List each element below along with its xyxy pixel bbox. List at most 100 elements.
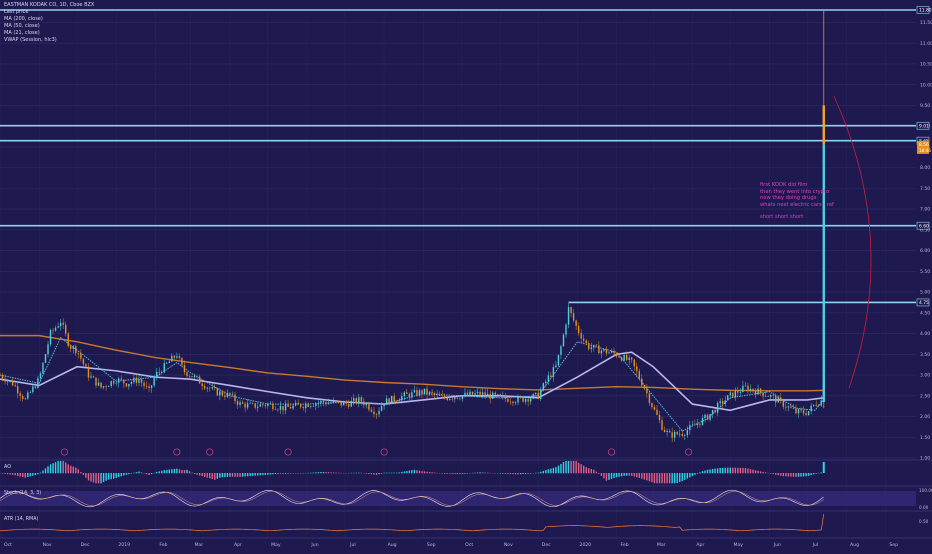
candle-body	[295, 403, 296, 406]
candle-body	[495, 393, 496, 395]
candle-body	[535, 393, 536, 394]
ao-bar	[373, 473, 374, 475]
ao-bar	[694, 473, 695, 475]
candle-body	[128, 384, 129, 386]
ao-bar	[565, 461, 566, 473]
ao-bar	[601, 473, 602, 476]
ao-bar	[815, 473, 816, 474]
ao-bar	[626, 473, 627, 476]
candle-body	[442, 396, 443, 397]
candle-body	[85, 364, 86, 366]
ao-bar	[651, 473, 652, 482]
ao-bar	[747, 469, 748, 474]
ao-bar	[434, 473, 435, 474]
ao-bar	[586, 467, 587, 473]
candle-body	[419, 390, 420, 395]
ao-bar	[366, 473, 367, 474]
ao-bar	[735, 468, 736, 474]
ao-bar	[474, 473, 475, 474]
ao-bar	[641, 473, 642, 479]
y-tick-label: 7.50	[920, 186, 930, 192]
candle-body	[123, 380, 124, 384]
ao-bar	[570, 461, 571, 473]
ao-bar	[55, 462, 56, 473]
countdown-label: 18:46	[919, 148, 931, 153]
candle-body	[434, 393, 435, 395]
ao-bar	[697, 473, 698, 474]
y-tick-label: 9.50	[920, 103, 930, 109]
indicator-ma200[interactable]: MA (200, close)	[4, 16, 94, 23]
x-tick-label: Nov	[504, 542, 513, 548]
ao-bar	[745, 468, 746, 473]
ao-bar	[464, 473, 465, 474]
candle-body	[788, 406, 789, 407]
ao-bar	[399, 472, 400, 473]
candle-body	[411, 392, 412, 397]
x-tick-label: Aug	[850, 542, 859, 548]
ao-bar	[808, 473, 809, 476]
candle-body	[773, 395, 774, 396]
ao-bar	[65, 462, 66, 473]
candle-body	[300, 404, 301, 407]
stoch-tick-label: 100.00	[919, 488, 932, 493]
ao-bar	[659, 473, 660, 483]
y-tick-label: 3.00	[920, 373, 930, 379]
ao-bar	[70, 466, 71, 474]
candle-body	[204, 386, 205, 388]
ao-bar	[623, 473, 624, 476]
ao-bar	[457, 473, 458, 474]
event-marker	[685, 449, 691, 455]
candle-body	[454, 398, 455, 400]
candle-body	[227, 393, 228, 397]
ao-bar	[522, 473, 523, 474]
candle-body	[47, 344, 48, 354]
ao-bar	[176, 469, 177, 474]
ao-bar	[184, 470, 185, 473]
ao-bar	[108, 473, 109, 480]
candle-body	[174, 356, 175, 358]
candle-body	[416, 390, 417, 395]
candle-body	[601, 351, 602, 354]
ao-bar	[517, 473, 518, 474]
indicator-vwap[interactable]: VWAP (Session, hlc3)	[4, 37, 94, 44]
indicator-ma50[interactable]: MA (50, close)	[4, 23, 94, 30]
candle-body	[765, 396, 766, 397]
chart-annotation[interactable]: first KODK did film then they went into …	[760, 182, 834, 221]
ao-bar	[325, 472, 326, 473]
candle-body	[153, 378, 154, 385]
ao-bar	[353, 473, 354, 474]
candle-body	[707, 415, 708, 420]
ao-bar	[12, 473, 13, 475]
ao-bar	[730, 468, 731, 474]
candle-body	[292, 406, 293, 409]
ao-bar	[649, 473, 650, 481]
candle-body	[103, 386, 104, 387]
chart-title: EASTMAN KODAK CO, 1D, Cboe BZX	[4, 2, 94, 9]
candle-body	[800, 409, 801, 410]
y-tick-label: 11.50	[920, 20, 932, 26]
candle-body	[621, 357, 622, 360]
candle-body	[730, 393, 731, 396]
ao-bar	[575, 461, 576, 473]
candle-body	[290, 407, 291, 408]
candle-body	[262, 404, 263, 405]
indicator-ma21[interactable]: MA (21, close)	[4, 30, 94, 37]
ao-bar	[171, 469, 172, 473]
candle-body	[232, 394, 233, 395]
candle-body	[151, 385, 152, 388]
candle-body	[677, 432, 678, 434]
ao-bar	[116, 473, 117, 478]
atr-pane-title: ATR (14, RMA)	[4, 516, 38, 522]
ao-bar	[393, 473, 394, 474]
ao-bar	[442, 473, 443, 474]
ao-bar	[191, 473, 192, 474]
candle-body	[126, 383, 127, 386]
ao-bar	[133, 473, 134, 474]
candle-body	[527, 399, 528, 401]
candle-body	[593, 345, 594, 348]
ao-bar	[169, 470, 170, 474]
ao-bar	[88, 473, 89, 481]
candle-body	[141, 379, 142, 382]
